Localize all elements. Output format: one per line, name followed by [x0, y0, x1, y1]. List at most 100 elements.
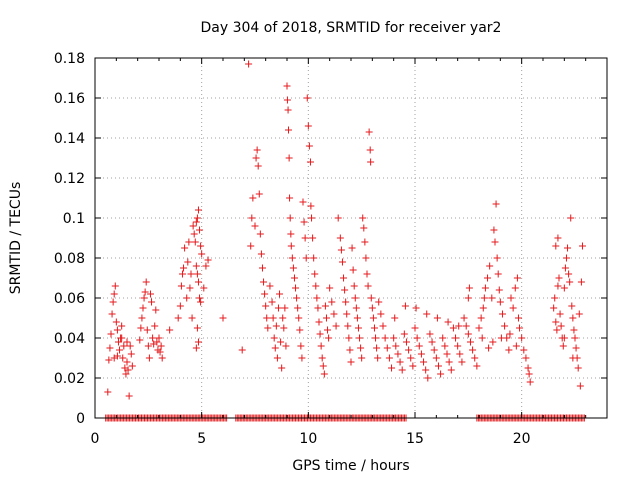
data-point	[498, 310, 506, 318]
data-point	[324, 326, 332, 334]
data-point	[477, 314, 485, 322]
data-point	[574, 364, 582, 372]
data-point	[157, 342, 165, 350]
data-point	[423, 310, 431, 318]
data-point	[381, 334, 389, 342]
data-point	[247, 242, 255, 250]
data-point	[433, 314, 441, 322]
data-point	[158, 354, 166, 362]
data-point	[113, 326, 121, 334]
data-point	[566, 278, 574, 286]
data-point	[314, 304, 322, 312]
data-point	[458, 358, 466, 366]
data-point	[178, 270, 186, 278]
data-point	[332, 322, 340, 330]
data-point	[437, 370, 445, 378]
data-point	[559, 342, 567, 350]
data-point	[340, 274, 348, 282]
data-point	[303, 94, 311, 102]
data-point	[124, 366, 132, 374]
data-point	[300, 218, 308, 226]
data-point	[348, 244, 356, 252]
data-point	[180, 264, 188, 272]
data-point	[118, 322, 126, 330]
data-point	[258, 264, 266, 272]
data-point	[571, 334, 579, 342]
data-point	[569, 354, 577, 362]
data-point	[409, 362, 417, 370]
data-point	[196, 226, 204, 234]
data-point	[551, 294, 559, 302]
data-point	[572, 344, 580, 352]
data-point	[490, 226, 498, 234]
data-point	[283, 82, 291, 90]
data-point	[578, 242, 586, 250]
data-point	[279, 314, 287, 322]
y-tick-label: 0.16	[54, 91, 85, 107]
data-point	[513, 274, 521, 282]
data-point	[428, 338, 436, 346]
data-point	[104, 388, 112, 396]
data-point	[197, 298, 205, 306]
data-point	[305, 142, 313, 150]
data-point	[110, 290, 118, 298]
data-point	[315, 318, 323, 326]
data-point	[252, 154, 260, 162]
data-point	[249, 194, 257, 202]
x-tick-label: 0	[91, 431, 100, 447]
data-point	[308, 214, 316, 222]
axis-ticks	[94, 57, 607, 419]
data-point	[140, 294, 148, 302]
data-point	[493, 254, 501, 262]
data-point	[336, 234, 344, 242]
data-point	[192, 344, 200, 352]
data-point	[177, 282, 185, 290]
data-point	[405, 346, 413, 354]
data-point	[312, 282, 320, 290]
data-point	[366, 146, 374, 154]
data-point	[202, 262, 210, 270]
data-point	[286, 214, 294, 222]
data-point	[363, 270, 371, 278]
data-point	[251, 222, 259, 230]
data-point	[491, 238, 499, 246]
data-point	[290, 274, 298, 282]
data-point	[526, 378, 534, 386]
data-point	[422, 366, 430, 374]
y-tick-label: 0.1	[63, 211, 85, 227]
data-point	[495, 286, 503, 294]
data-point	[466, 338, 474, 346]
data-point	[402, 338, 410, 346]
data-point	[266, 282, 274, 290]
y-tick-label: 0.14	[54, 131, 85, 147]
data-point	[146, 290, 154, 298]
data-point	[352, 304, 360, 312]
data-point	[394, 350, 402, 358]
data-point	[479, 304, 487, 312]
data-point	[505, 346, 513, 354]
data-point	[317, 342, 325, 350]
data-point	[106, 344, 114, 352]
y-tick-label: 0.04	[54, 331, 85, 347]
data-point	[197, 242, 205, 250]
data-point	[507, 294, 515, 302]
data-point	[475, 324, 483, 332]
data-point	[188, 314, 196, 322]
data-point	[196, 294, 204, 302]
data-point	[385, 354, 393, 362]
data-point	[284, 106, 292, 114]
data-point	[465, 284, 473, 292]
data-point	[123, 358, 131, 366]
data-point	[361, 238, 369, 246]
data-point	[330, 310, 338, 318]
data-point	[269, 314, 277, 322]
x-tick-label: 5	[197, 431, 206, 447]
data-point	[501, 322, 509, 330]
data-point	[204, 256, 212, 264]
data-point	[268, 298, 276, 306]
data-point	[561, 264, 569, 272]
data-point	[420, 358, 428, 366]
data-point	[347, 358, 355, 366]
y-tick-label: 0.02	[54, 371, 85, 387]
data-point	[564, 244, 572, 252]
